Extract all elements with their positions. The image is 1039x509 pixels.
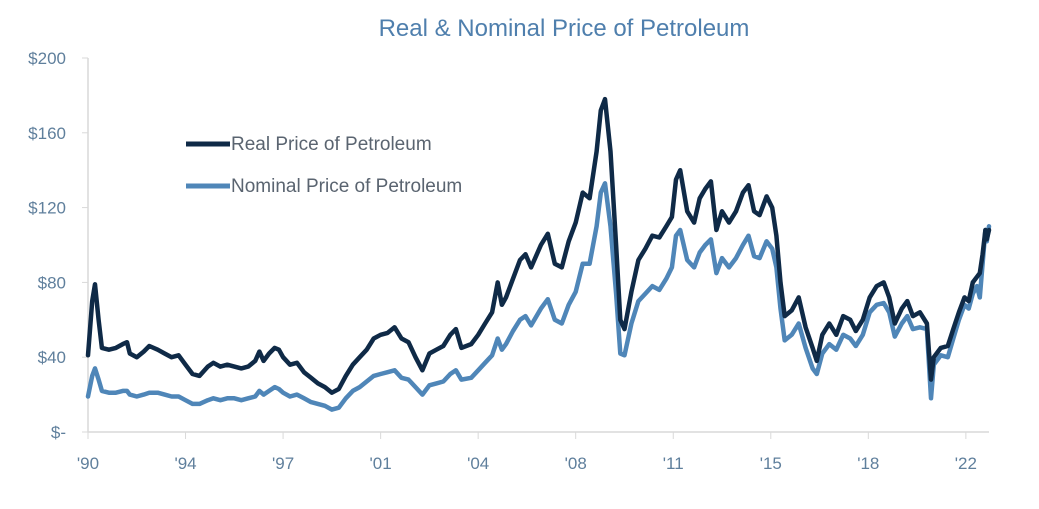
y-tick-label: $40 bbox=[38, 348, 66, 367]
y-axis-ticks: $- $40 $80 $120 $160 $200 bbox=[28, 49, 88, 442]
x-tick-label: '90 bbox=[77, 454, 99, 473]
legend-item-nominal: Nominal Price of Petroleum bbox=[186, 176, 462, 197]
y-tick-label: $80 bbox=[38, 273, 66, 292]
series-line-real-price bbox=[85, 96, 992, 395]
y-tick-label: $160 bbox=[28, 124, 66, 143]
x-tick-label: '11 bbox=[663, 454, 684, 473]
y-tick-label: $200 bbox=[28, 49, 66, 68]
x-tick-label: '97 bbox=[272, 454, 294, 473]
y-tick-label: $- bbox=[51, 423, 66, 442]
x-axis-ticks: '90 '94 '97 '01 '04 '08 '11 '15 '18 '22 bbox=[77, 432, 977, 473]
chart-title: Real & Nominal Price of Petroleum bbox=[379, 15, 750, 42]
x-tick-label: '08 bbox=[565, 454, 587, 473]
y-tick-label: $120 bbox=[28, 199, 66, 218]
series-lines bbox=[85, 96, 992, 412]
x-tick-label: '04 bbox=[467, 454, 489, 473]
x-tick-label: '01 bbox=[370, 454, 392, 473]
legend-item-real: Real Price of Petroleum bbox=[186, 134, 432, 155]
legend-label-nominal: Nominal Price of Petroleum bbox=[231, 176, 462, 197]
x-tick-label: '15 bbox=[760, 454, 782, 473]
legend: Real Price of Petroleum Nominal Price of… bbox=[186, 134, 462, 197]
x-tick-label: '22 bbox=[955, 454, 977, 473]
x-tick-label: '18 bbox=[857, 454, 879, 473]
axes bbox=[87, 58, 989, 433]
legend-label-real: Real Price of Petroleum bbox=[231, 134, 432, 155]
x-tick-label: '94 bbox=[174, 454, 196, 473]
series-line-nominal-price bbox=[85, 181, 992, 412]
